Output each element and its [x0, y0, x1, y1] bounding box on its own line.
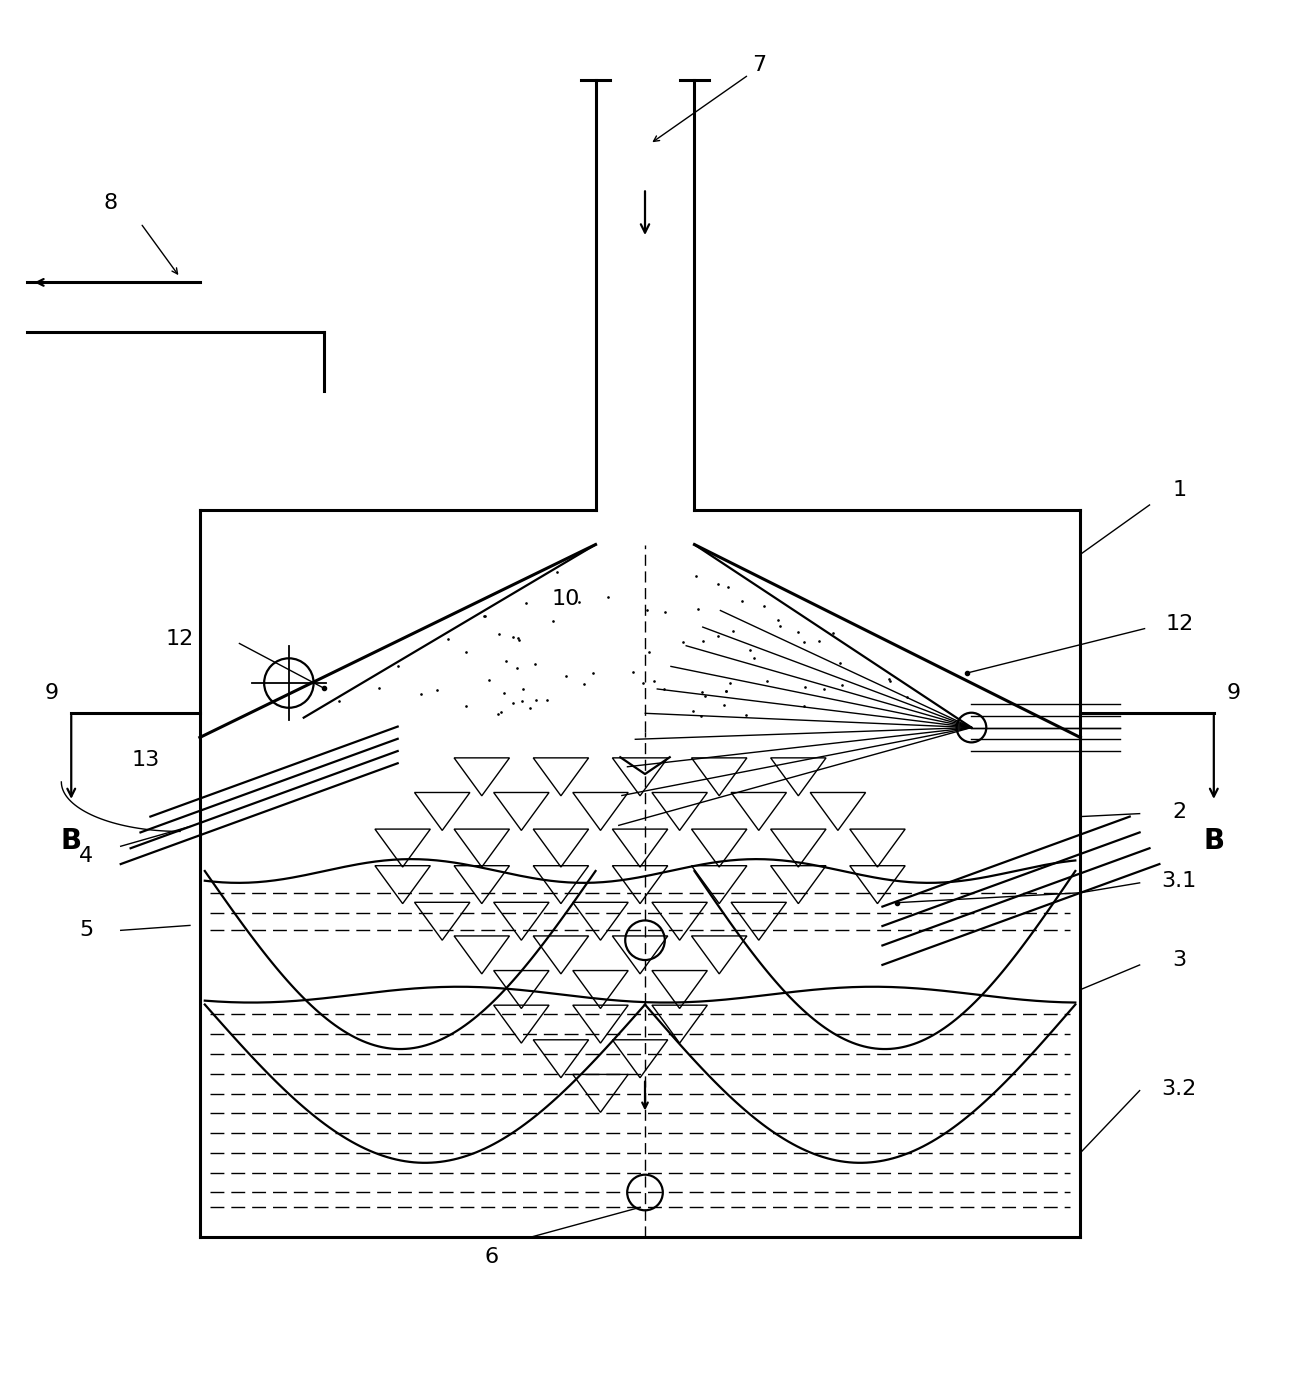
- Text: 4: 4: [79, 846, 93, 866]
- Text: 9: 9: [44, 682, 58, 703]
- Text: 13: 13: [132, 750, 160, 770]
- Text: 10: 10: [551, 589, 580, 610]
- Text: 3.1: 3.1: [1162, 870, 1197, 891]
- Text: 3.2: 3.2: [1162, 1079, 1197, 1098]
- Text: 7: 7: [751, 55, 766, 74]
- Text: 5: 5: [79, 920, 93, 941]
- Text: B: B: [1203, 828, 1224, 855]
- Text: 9: 9: [1226, 682, 1241, 703]
- Text: 3: 3: [1172, 950, 1186, 971]
- Text: B: B: [61, 828, 81, 855]
- Text: 8: 8: [103, 194, 117, 213]
- Text: 1: 1: [1172, 481, 1186, 500]
- Text: 12: 12: [1164, 614, 1193, 634]
- Text: 6: 6: [484, 1247, 498, 1267]
- Text: 12: 12: [167, 629, 194, 648]
- Text: 2: 2: [1172, 802, 1186, 821]
